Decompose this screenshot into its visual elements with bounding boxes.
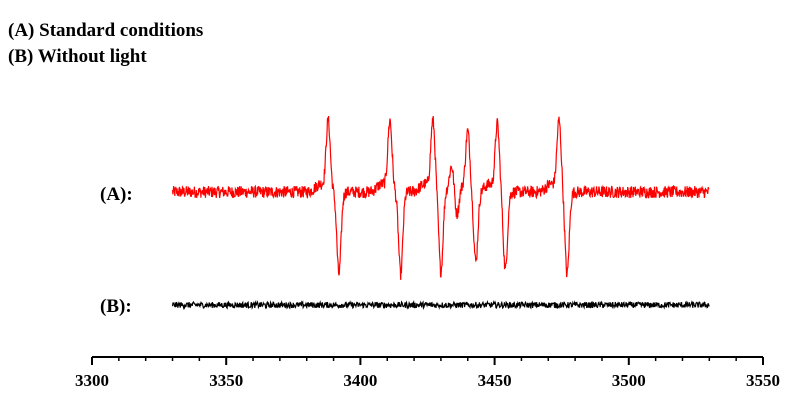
trace-label-a: (A): (100, 184, 133, 205)
legend: (A) Standard conditions (B) Without ligh… (8, 18, 203, 70)
x-tick-label: 3350 (209, 371, 243, 390)
x-axis: 3300 3350 3400 3450 3500 3550 (75, 356, 780, 390)
legend-entry-a: (A) Standard conditions (8, 20, 204, 41)
series-a-line (171, 115, 710, 280)
series-b-line (171, 299, 710, 311)
x-ticks: 3300 3350 3400 3450 3500 3550 (75, 357, 780, 390)
x-tick-label: 3300 (75, 371, 109, 390)
trace-labels: (A): (B): (100, 184, 133, 317)
x-tick-label: 3400 (343, 371, 377, 390)
x-tick-label: 3450 (478, 371, 512, 390)
x-tick-label: 3500 (612, 371, 646, 390)
x-tick-label: 3550 (746, 371, 780, 390)
legend-entry-b: (B) Without light (8, 46, 147, 67)
trace-label-b: (B): (100, 296, 132, 317)
